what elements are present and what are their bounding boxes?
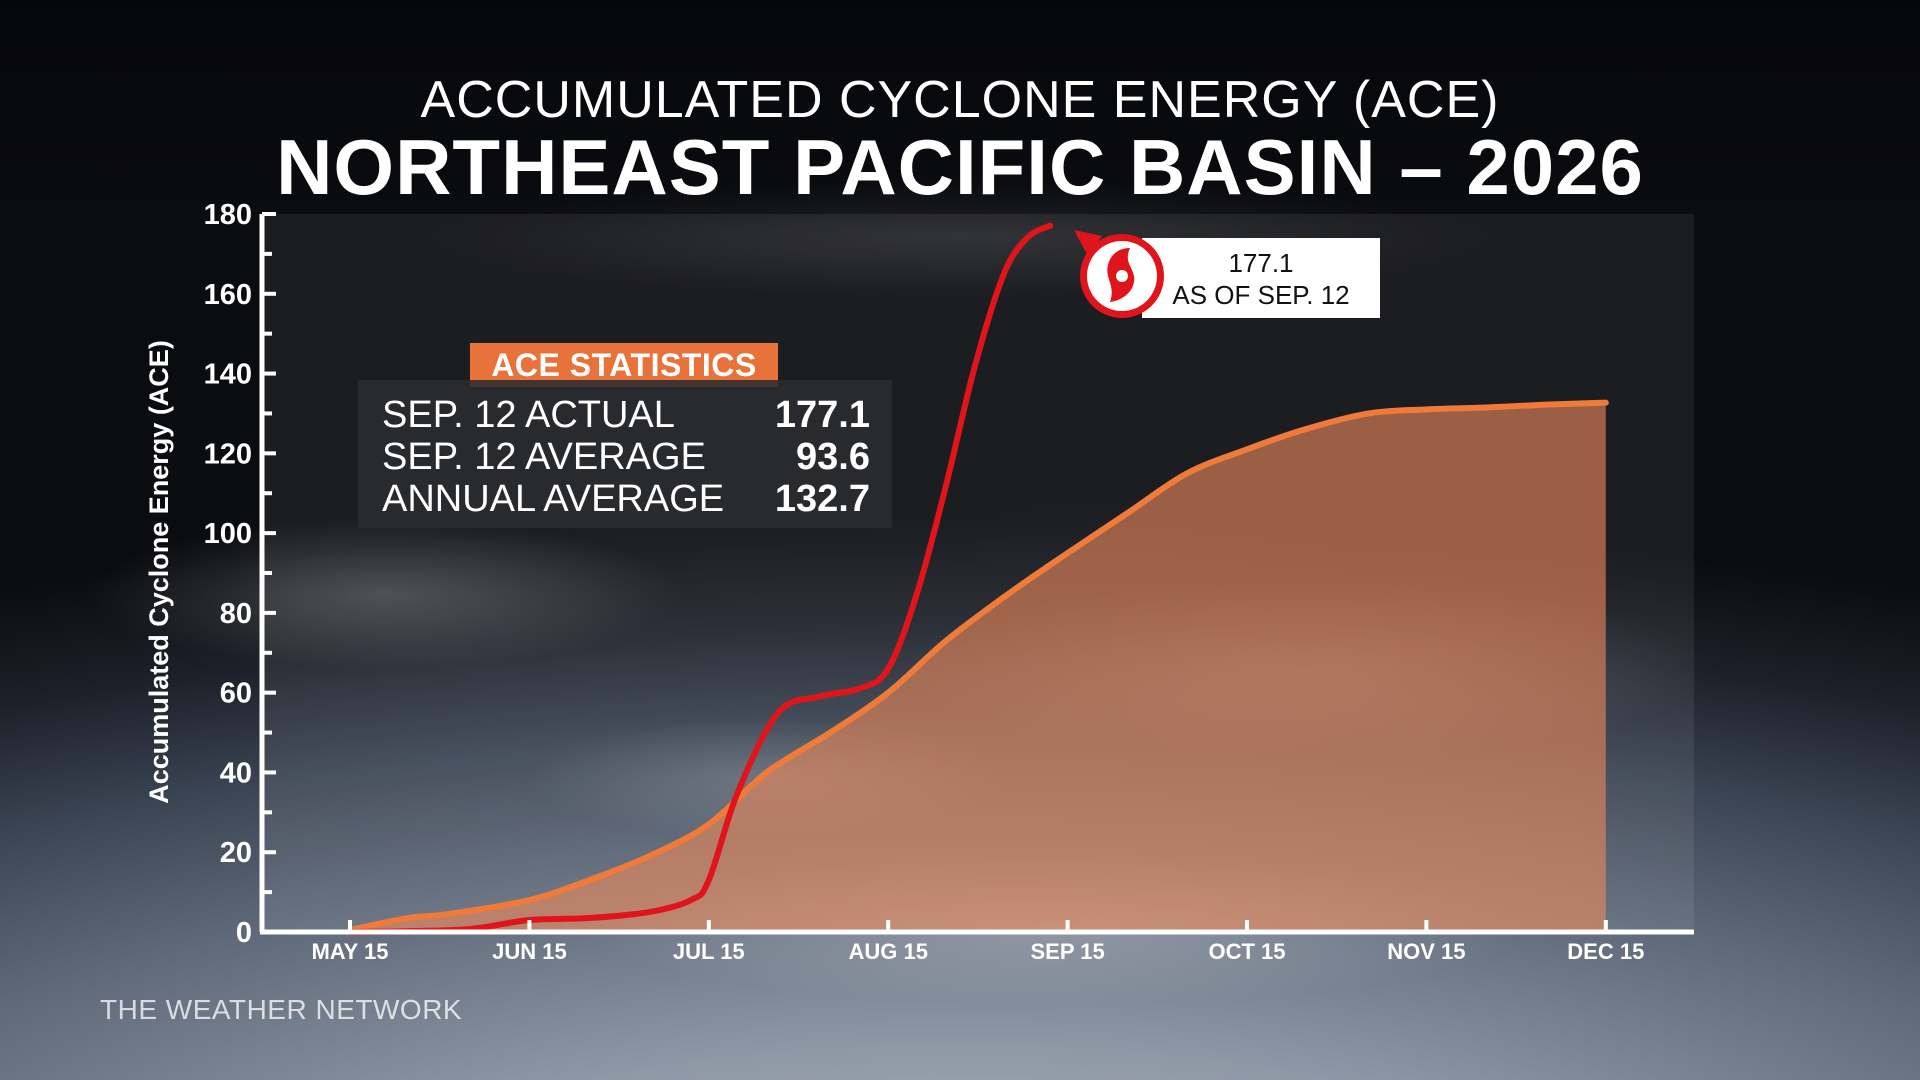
x-tick-label: OCT 15	[1208, 939, 1285, 964]
current-value-callout: 177.1 AS OF SEP. 12	[1142, 238, 1380, 318]
stats-label: ANNUAL AVERAGE	[382, 478, 725, 520]
stats-label: SEP. 12 AVERAGE	[382, 436, 706, 478]
actual-2026-series-line	[347, 222, 1054, 935]
stats-row-actual: SEP. 12 ACTUAL 177.1	[382, 394, 870, 436]
average-area-fill	[350, 402, 1606, 932]
x-tick-label: NOV 15	[1387, 939, 1465, 964]
chart-supertitle: ACCUMULATED CYCLONE ENERGY (ACE)	[420, 71, 1500, 129]
stats-value: 177.1	[774, 394, 870, 436]
x-tick-label: MAY 15	[311, 939, 388, 964]
background-shade	[0, 0, 1920, 230]
y-tick-label: 80	[220, 598, 252, 630]
stats-row-annual-average: ANNUAL AVERAGE 132.7	[382, 478, 870, 520]
y-tick-label: 0	[236, 917, 252, 949]
stats-panel: SEP. 12 ACTUAL 177.1 SEP. 12 AVERAGE 93.…	[358, 380, 892, 528]
y-tick-label: 20	[220, 837, 252, 869]
y-tick-label: 60	[220, 678, 252, 710]
y-axis-label: Accumulated Cyclone Energy (ACE)	[144, 340, 174, 804]
x-tick-label: AUG 15	[848, 939, 927, 964]
y-tick-label: 160	[204, 279, 252, 311]
x-tick-label: SEP 15	[1030, 939, 1104, 964]
callout-date: AS OF SEP. 12	[1172, 280, 1350, 310]
x-tick-label: JUN 15	[492, 939, 567, 964]
chart-title: NORTHEAST PACIFIC BASIN – 2026	[276, 123, 1644, 211]
x-tick-label: DEC 15	[1567, 939, 1644, 964]
stats-row-sep-average: SEP. 12 AVERAGE 93.6	[382, 436, 870, 478]
y-tick-label: 140	[204, 359, 252, 391]
average-series-line	[347, 399, 1609, 934]
y-tick-label: 100	[204, 518, 252, 550]
y-tick-label: 120	[204, 438, 252, 470]
y-tick-label: 40	[220, 757, 252, 789]
y-tick-label: 180	[204, 199, 252, 231]
callout-value: 177.1	[1228, 248, 1294, 278]
stats-value: 132.7	[774, 478, 870, 520]
hurricane-icon	[1074, 230, 1164, 318]
stats-label: SEP. 12 ACTUAL	[382, 394, 675, 436]
x-tick-label: JUL 15	[673, 939, 745, 964]
stats-value: 93.6	[796, 436, 870, 478]
stats-header: ACE STATISTICS	[470, 343, 778, 387]
brand-logo-text: THE WEATHER NETWORK	[100, 994, 463, 1025]
